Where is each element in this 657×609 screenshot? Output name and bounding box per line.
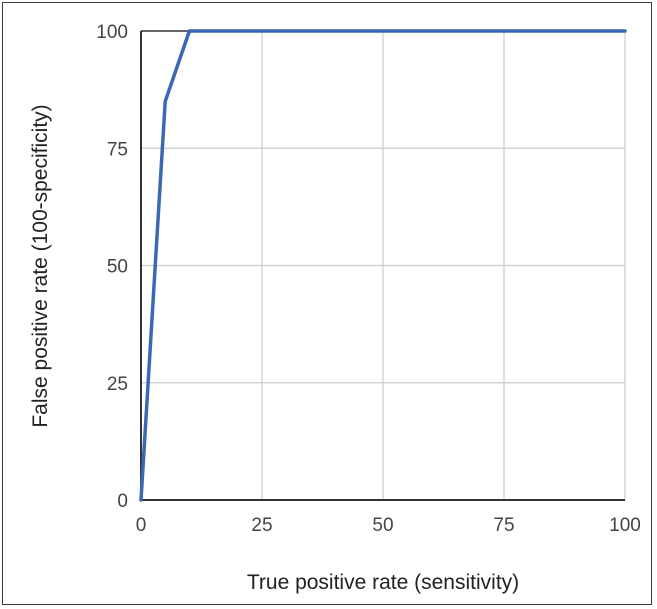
- x-tick-label: 75: [493, 515, 514, 536]
- y-tick-label: 50: [107, 257, 128, 278]
- x-tick-label: 50: [372, 515, 393, 536]
- y-tick-label: 75: [107, 139, 128, 160]
- y-tick-labels: 0 25 50 75 100: [96, 22, 128, 512]
- x-tick-label: 25: [251, 515, 272, 536]
- chart-frame: [2, 2, 652, 605]
- y-axis-title: False positive rate (100-specificity): [29, 104, 52, 427]
- x-axis-title: True positive rate (sensitivity): [247, 571, 519, 594]
- x-tick-label: 100: [609, 515, 641, 536]
- axes: [140, 31, 625, 501]
- x-tick-label: 0: [136, 515, 147, 536]
- y-tick-label: 0: [117, 491, 128, 512]
- y-tick-label: 100: [96, 22, 128, 43]
- y-tick-label: 25: [107, 374, 128, 395]
- roc-curve-line: [139, 29, 627, 502]
- grid-lines: [141, 30, 626, 500]
- series-group: [139, 29, 627, 502]
- x-tick-labels: 0 25 50 75 100: [136, 515, 641, 536]
